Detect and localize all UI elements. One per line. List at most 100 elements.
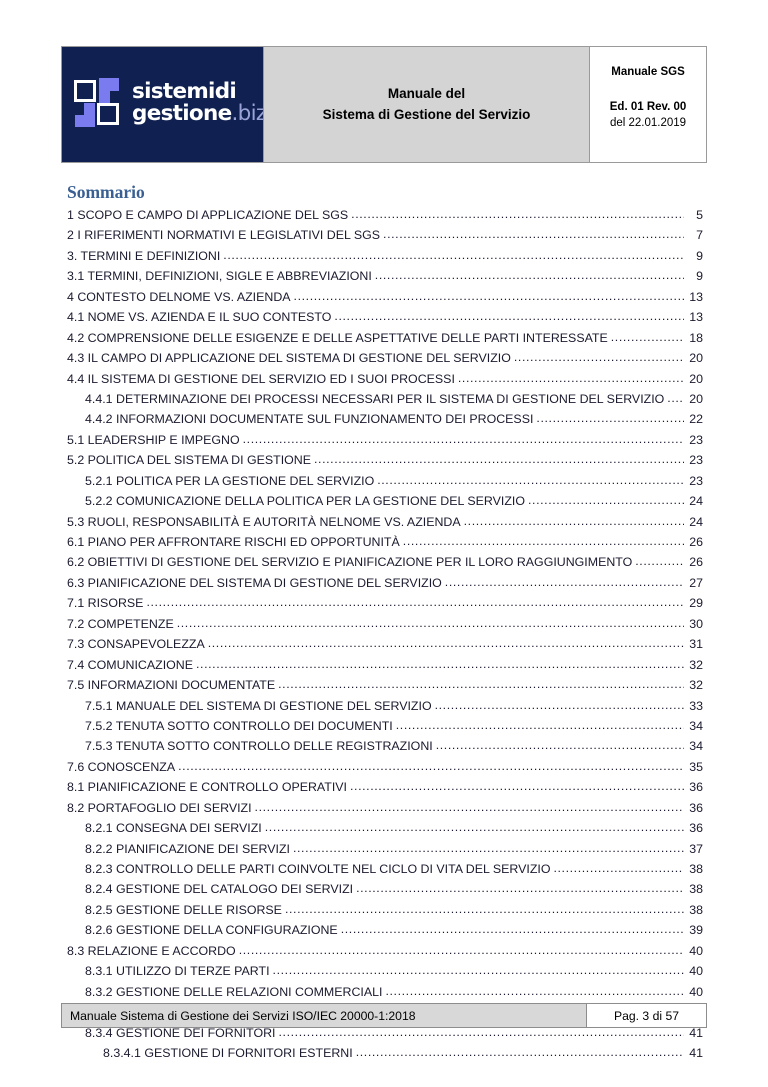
toc-entry[interactable]: 8.2.4 GESTIONE DEL CATALOGO DEI SERVIZI.… [67,879,703,899]
toc-leader-dots: ........................................… [536,411,684,426]
document-code: Manuale SGS [611,66,685,78]
toc-leader-dots: ........................................… [278,677,684,692]
toc-entry-page-number: 38 [689,902,703,917]
toc-entry[interactable]: 8.2.5 GESTIONE DELLE RISORSE............… [67,900,703,920]
toc-entry[interactable]: 7.5.2 TENUTA SOTTO CONTROLLO DEI DOCUMEN… [67,716,703,736]
toc-leader-dots: ........................................… [176,615,684,630]
toc-leader-dots: ........................................… [284,901,684,916]
toc-entry-label: 5.3 RUOLI, RESPONSABILITÀ E AUTORITÀ NEL… [67,514,461,529]
toc-leader-dots: ........................................… [355,1044,684,1059]
logo-line-1: sistemidi [132,81,263,103]
toc-entry-page-number: 37 [689,841,703,856]
toc-entry[interactable]: 8.3.1 UTILIZZO DI TERZE PARTI...........… [67,961,703,981]
toc-leader-dots: ........................................… [334,309,684,324]
toc-entry-page-number: 39 [689,923,703,938]
toc-entry[interactable]: 4.1 NOME VS. AZIENDA E IL SUO CONTESTO..… [67,307,703,327]
logo-text-gestione: gestione [132,101,232,126]
toc-heading: Sommario [67,182,145,202]
toc-entry[interactable]: 7.1 RISORSE.............................… [67,593,703,613]
logo-text-biz: .biz [231,101,264,126]
toc-leader-dots: ........................................… [278,1024,685,1039]
toc-entry-page-number: 5 [696,208,703,222]
toc-entry-label: 8.3 RELAZIONE E ACCORDO [67,943,236,958]
toc-entry[interactable]: 8.3.4 GESTIONE DEI FORNITORI............… [67,1023,703,1043]
toc-entry-page-number: 13 [689,310,703,325]
toc-entry-page-number: 24 [689,514,703,529]
header-logo-cell: sistemidi gestione.biz [62,47,264,162]
toc-entry-label: 3.1 TERMINI, DEFINIZIONI, SIGLE E ABBREV… [67,269,372,284]
toc-leader-dots: ........................................… [340,922,684,937]
toc-entry[interactable]: 8.1 PIANIFICAZIONE E CONTROLLO OPERATIVI… [67,777,703,797]
toc-entry-label: 5.2 POLITICA DEL SISTEMA DI GESTIONE [67,453,311,468]
toc-entry-page-number: 9 [696,248,703,263]
toc-entry-page-number: 32 [689,657,703,672]
toc-entry[interactable]: 7.5.3 TENUTA SOTTO CONTROLLO DELLE REGIS… [67,736,703,756]
toc-entry[interactable]: 6.2 OBIETTIVI DI GESTIONE DEL SERVIZIO E… [67,552,703,572]
logo-square-bottom-right [97,103,119,125]
toc-entry-label: 6.3 PIANIFICAZIONE DEL SISTEMA DI GESTIO… [67,575,442,590]
toc-entry[interactable]: 6.3 PIANIFICAZIONE DEL SISTEMA DI GESTIO… [67,573,703,593]
toc-entry[interactable]: 4.3 IL CAMPO DI APPLICAZIONE DEL SISTEMA… [67,348,703,368]
toc-entry[interactable]: 5.2.2 COMUNICAZIONE DELLA POLITICA PER L… [67,491,703,511]
toc-leader-dots: ........................................… [146,595,684,610]
toc-leader-dots: ........................................… [395,717,684,732]
toc-entry[interactable]: 7.2 COMPETENZE..........................… [67,614,703,634]
toc-entry[interactable]: 8.2 PORTAFOGLIO DEI SERVIZI.............… [67,798,703,818]
toc-entry[interactable]: 7.5 INFORMAZIONI DOCUMENTATE............… [67,675,703,695]
toc-entry[interactable]: 4.4 IL SISTEMA DI GESTIONE DEL SERVIZIO … [67,369,703,389]
toc-entry[interactable]: 5.1 LEADERSHIP E IMPEGNO................… [67,430,703,450]
logo-line-2: gestione.biz [132,101,264,126]
logo-square-top-left [74,80,96,102]
toc-entry[interactable]: 8.2.1 CONSEGNA DEI SERVIZI..............… [67,818,703,838]
toc-entry-page-number: 29 [689,596,703,611]
toc-entry[interactable]: 5.2.1 POLITICA PER LA GESTIONE DEL SERVI… [67,471,703,491]
toc-entry[interactable]: 5.2 POLITICA DEL SISTEMA DI GESTIONE....… [67,450,703,470]
toc-leader-dots: ........................................… [513,350,684,365]
toc-entry[interactable]: 2 I RIFERIMENTI NORMATIVI E LEGISLATIVI … [67,225,703,245]
toc-entry[interactable]: 7.3 CONSAPEVOLEZZA......................… [67,634,703,654]
toc-leader-dots: ........................................… [385,983,684,998]
toc-entry-label: 8.3.1 UTILIZZO DI TERZE PARTI [85,964,270,979]
toc-entry[interactable]: 8.2.3 CONTROLLO DELLE PARTI COINVOLTE NE… [67,859,703,879]
toc-entry-label: 2 I RIFERIMENTI NORMATIVI E LEGISLATIVI … [67,228,381,243]
toc-entry[interactable]: 8.2.2 PIANIFICAZIONE DEI SERVIZI........… [67,839,703,859]
toc-entry[interactable]: 8.3.4.1 GESTIONE DI FORNITORI ESTERNI...… [67,1043,703,1063]
toc-entry-page-number: 7 [696,228,703,243]
toc-entry[interactable]: 3.1 TERMINI, DEFINIZIONI, SIGLE E ABBREV… [67,266,703,286]
toc-entry[interactable]: 3. TERMINI E DEFINIZIONI................… [67,246,703,266]
toc-entry[interactable]: 8.3.2 GESTIONE DELLE RELAZIONI COMMERCIA… [67,982,703,1002]
logo-lshape-bottom-left-a [75,115,95,127]
toc-entry-label: 5.1 LEADERSHIP E IMPEGNO [67,432,240,447]
toc-leader-dots: ........................................… [610,329,684,344]
toc-entry-label: 5.2.1 POLITICA PER LA GESTIONE DEL SERVI… [85,473,375,488]
toc-entry-page-number: 36 [689,780,703,795]
toc-entry-label: 8.2.3 CONTROLLO DELLE PARTI COINVOLTE NE… [85,862,551,876]
toc-entry[interactable]: 8.3 RELAZIONE E ACCORDO.................… [67,941,703,961]
toc-entry-label: 8.2.6 GESTIONE DELLA CONFIGURAZIONE [85,923,338,938]
toc-entry[interactable]: 7.5.1 MANUALE DEL SISTEMA DI GESTIONE DE… [67,696,703,716]
toc-entry[interactable]: 4.2 COMPRENSIONE DELLE ESIGENZE E DELLE … [67,328,703,348]
toc-entry-page-number: 13 [689,289,703,304]
toc-entry[interactable]: 6.1 PIANO PER AFFRONTARE RISCHI ED OPPOR… [67,532,703,552]
toc-entry[interactable]: 7.4 COMUNICAZIONE.......................… [67,655,703,675]
toc-entry-page-number: 23 [689,473,703,488]
toc-entry-label: 4 CONTESTO DELNOME VS. AZIENDA [67,289,291,304]
toc-entry-page-number: 36 [689,821,703,836]
toc-entry[interactable]: 7.6 CONOSCENZA..........................… [67,757,703,777]
logo-lshape-top-right-b [99,90,110,103]
toc-entry[interactable]: 8.2.6 GESTIONE DELLA CONFIGURAZIONE.....… [67,920,703,940]
toc-entry[interactable]: 4 CONTESTO DELNOME VS. AZIENDA..........… [67,287,703,307]
toc-entry[interactable]: 1 SCOPO E CAMPO DI APPLICAZIONE DEL SGS.… [67,205,703,225]
toc-entry[interactable]: 5.3 RUOLI, RESPONSABILITÀ E AUTORITÀ NEL… [67,512,703,532]
toc-leader-dots: ........................................… [553,861,684,875]
toc-entry[interactable]: 4.4.1 DETERMINAZIONE DEI PROCESSI NECESS… [67,389,703,409]
toc-leader-dots: ........................................… [356,881,684,896]
toc-leader-dots: ........................................… [254,799,684,814]
toc-entry-label: 6.1 PIANO PER AFFRONTARE RISCHI ED OPPOR… [67,535,400,549]
toc-entry-page-number: 24 [689,494,703,509]
logo-lshape-top-right-a [99,78,119,91]
toc-entry[interactable]: 4.4.2 INFORMAZIONI DOCUMENTATE SUL FUNZI… [67,409,703,429]
logo-lshape-bottom-left-b [84,103,95,116]
document-title-line-2: Sistema di Gestione del Servizio [322,106,531,122]
toc-entry-label: 7.4 COMUNICAZIONE [67,657,193,672]
